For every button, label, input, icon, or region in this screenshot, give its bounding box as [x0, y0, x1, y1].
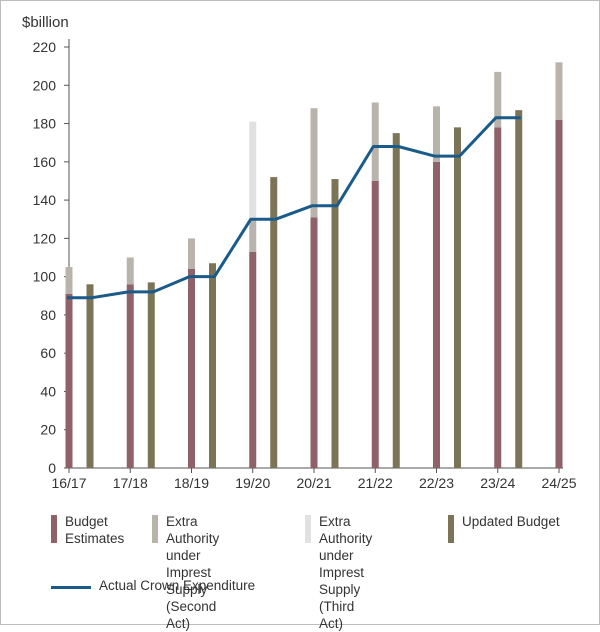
x-tick-label: 18/19	[174, 475, 209, 491]
bar-updated-budget	[392, 133, 400, 468]
legend-label-budget-estimates: Budget Estimates	[65, 514, 125, 546]
bar-budget-estimates	[249, 251, 257, 468]
y-tick-label: 220	[33, 39, 57, 55]
x-tick-label: 24/25	[541, 475, 576, 491]
y-tick-label: 200	[33, 77, 57, 93]
bar-imprest-second-act	[188, 238, 195, 269]
bar-updated-budget	[209, 263, 216, 468]
bar-updated-budget	[331, 179, 339, 469]
x-tick-label: 22/23	[419, 475, 454, 491]
bar-budget-estimates	[371, 180, 379, 469]
chart: $billion 020406080100120140160180200220 …	[22, 14, 577, 491]
bar-imprest-third-act	[249, 121, 257, 220]
bar-imprest-second-act	[65, 267, 73, 294]
bar-budget-estimates	[555, 119, 563, 468]
bar-budget-estimates	[433, 161, 440, 468]
y-tick-label: 0	[48, 460, 56, 476]
bar-budget-estimates	[310, 217, 318, 468]
legend-swatch-imprest-third	[305, 515, 311, 543]
legend-swatch-imprest-second	[152, 515, 158, 543]
bar-budget-estimates	[188, 268, 195, 468]
x-tick-label: 16/17	[51, 475, 86, 491]
bar-imprest-second-act	[310, 108, 318, 218]
legend-label-actual-expenditure: Actual Crown Expenditure	[99, 578, 256, 593]
bar-budget-estimates	[126, 284, 134, 468]
legend-swatch-budget-estimates	[51, 515, 57, 543]
y-tick-label: 160	[33, 154, 57, 170]
legend-label-updated-budget: Updated Budget	[462, 514, 560, 529]
bar-imprest-second-act	[126, 257, 134, 285]
y-tick-label: 180	[33, 116, 57, 132]
bar-budget-estimates	[494, 127, 502, 468]
y-tick-label: 40	[40, 383, 56, 399]
bar-imprest-second-act	[555, 62, 563, 120]
x-tick-label: 19/20	[235, 475, 270, 491]
bar-budget-estimates	[65, 293, 73, 468]
legend-swatch-updated-budget	[448, 515, 454, 543]
legend-label-imprest-second: Extra Authority under Imprest Supply (Se…	[166, 514, 220, 631]
bars	[65, 62, 563, 469]
x-tick-label: 17/18	[113, 475, 148, 491]
y-tick-label: 120	[33, 230, 57, 246]
x-tick-label: 23/24	[480, 475, 515, 491]
y-tick-label: 80	[40, 307, 56, 323]
bar-updated-budget	[270, 177, 278, 469]
bar-imprest-second-act	[249, 219, 257, 252]
bar-imprest-second-act	[371, 102, 379, 181]
actual-expenditure-line	[67, 116, 521, 300]
bar-updated-budget	[515, 110, 523, 469]
x-axis: 16/17 17/18 18/19 19/20 20/21 21/22 22/23 23/24…	[51, 467, 577, 491]
y-axis: 0 20 40 60 80 100 120 140 160 180 200 220	[33, 39, 70, 476]
y-axis-label: $billion	[22, 14, 69, 31]
bar-updated-budget	[147, 282, 155, 468]
legend-label-imprest-third: Extra Authority under Imprest Supply (Th…	[319, 514, 373, 631]
bar-updated-budget	[86, 284, 94, 468]
y-tick-label: 20	[40, 422, 56, 438]
actual-expenditure-path	[67, 116, 521, 300]
bar-updated-budget	[454, 127, 461, 468]
bar-imprest-second-act	[433, 106, 440, 162]
bar-imprest-second-act	[494, 71, 502, 128]
y-tick-label: 100	[33, 269, 57, 285]
legend-line-actual-expenditure	[51, 586, 91, 589]
x-tick-label: 21/22	[358, 475, 393, 491]
y-tick-label: 60	[40, 345, 56, 361]
y-tick-label: 140	[33, 192, 57, 208]
x-tick-label: 20/21	[296, 475, 331, 491]
